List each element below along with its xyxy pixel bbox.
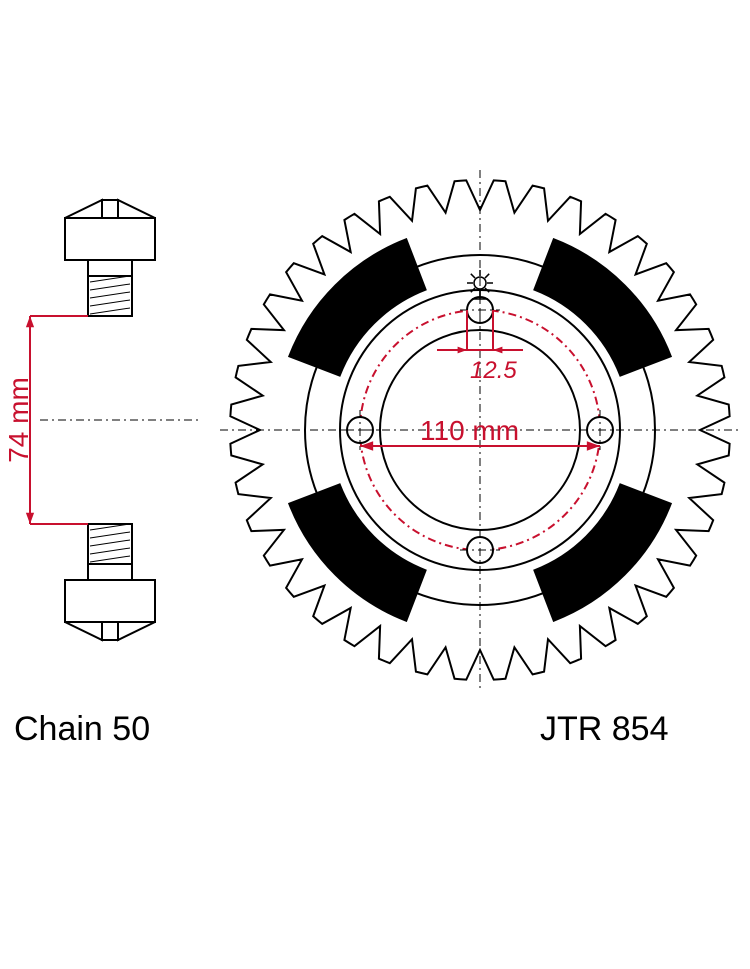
label-chain: Chain 50 (14, 710, 150, 748)
label-part: JTR 854 (540, 710, 669, 748)
dim-bolt-circle: 110 mm (420, 415, 519, 446)
dim-bore: 74 mm (3, 377, 34, 463)
dim-bolt-hole: 12.5 (470, 357, 517, 384)
